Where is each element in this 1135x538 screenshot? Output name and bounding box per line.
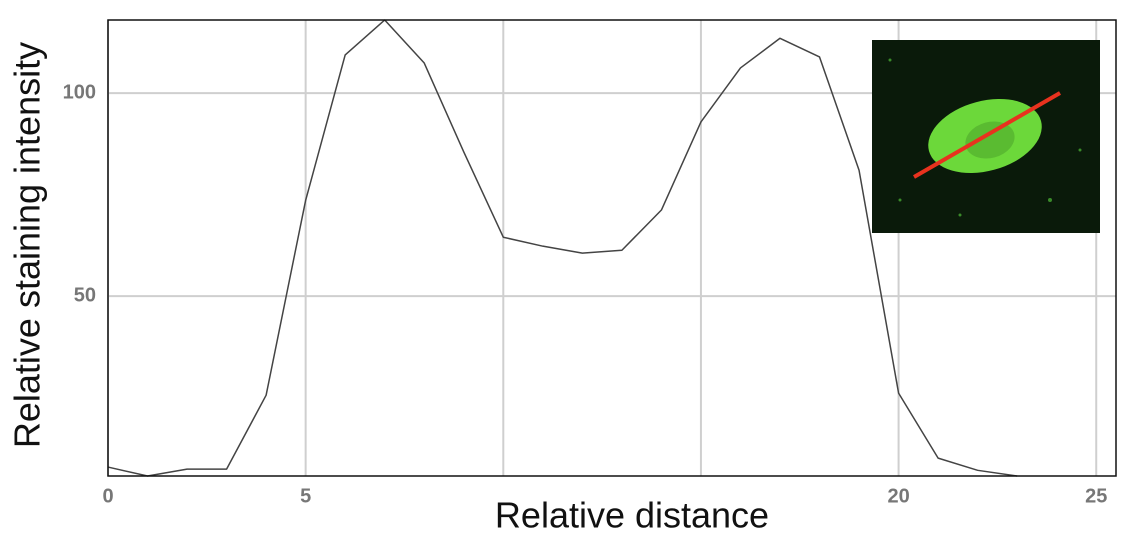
inset-image [872,40,1100,233]
y-axis-label: Relative staining intensity [7,42,48,448]
inset-speck [899,199,902,202]
inset-speck [959,214,962,217]
x-tick-label: 20 [887,485,909,507]
x-tick-label: 25 [1085,485,1107,507]
y-tick-label: 100 [63,81,96,103]
x-tick-label: 5 [300,485,311,507]
chart: Relative distance Relative staining inte… [0,0,1135,538]
inset-speck [1048,198,1052,202]
x-axis-label: Relative distance [495,495,769,536]
inset-speck [1079,149,1082,152]
inset-speck [889,59,892,62]
y-tick-label: 50 [74,284,96,306]
x-tick-label: 0 [102,485,113,507]
